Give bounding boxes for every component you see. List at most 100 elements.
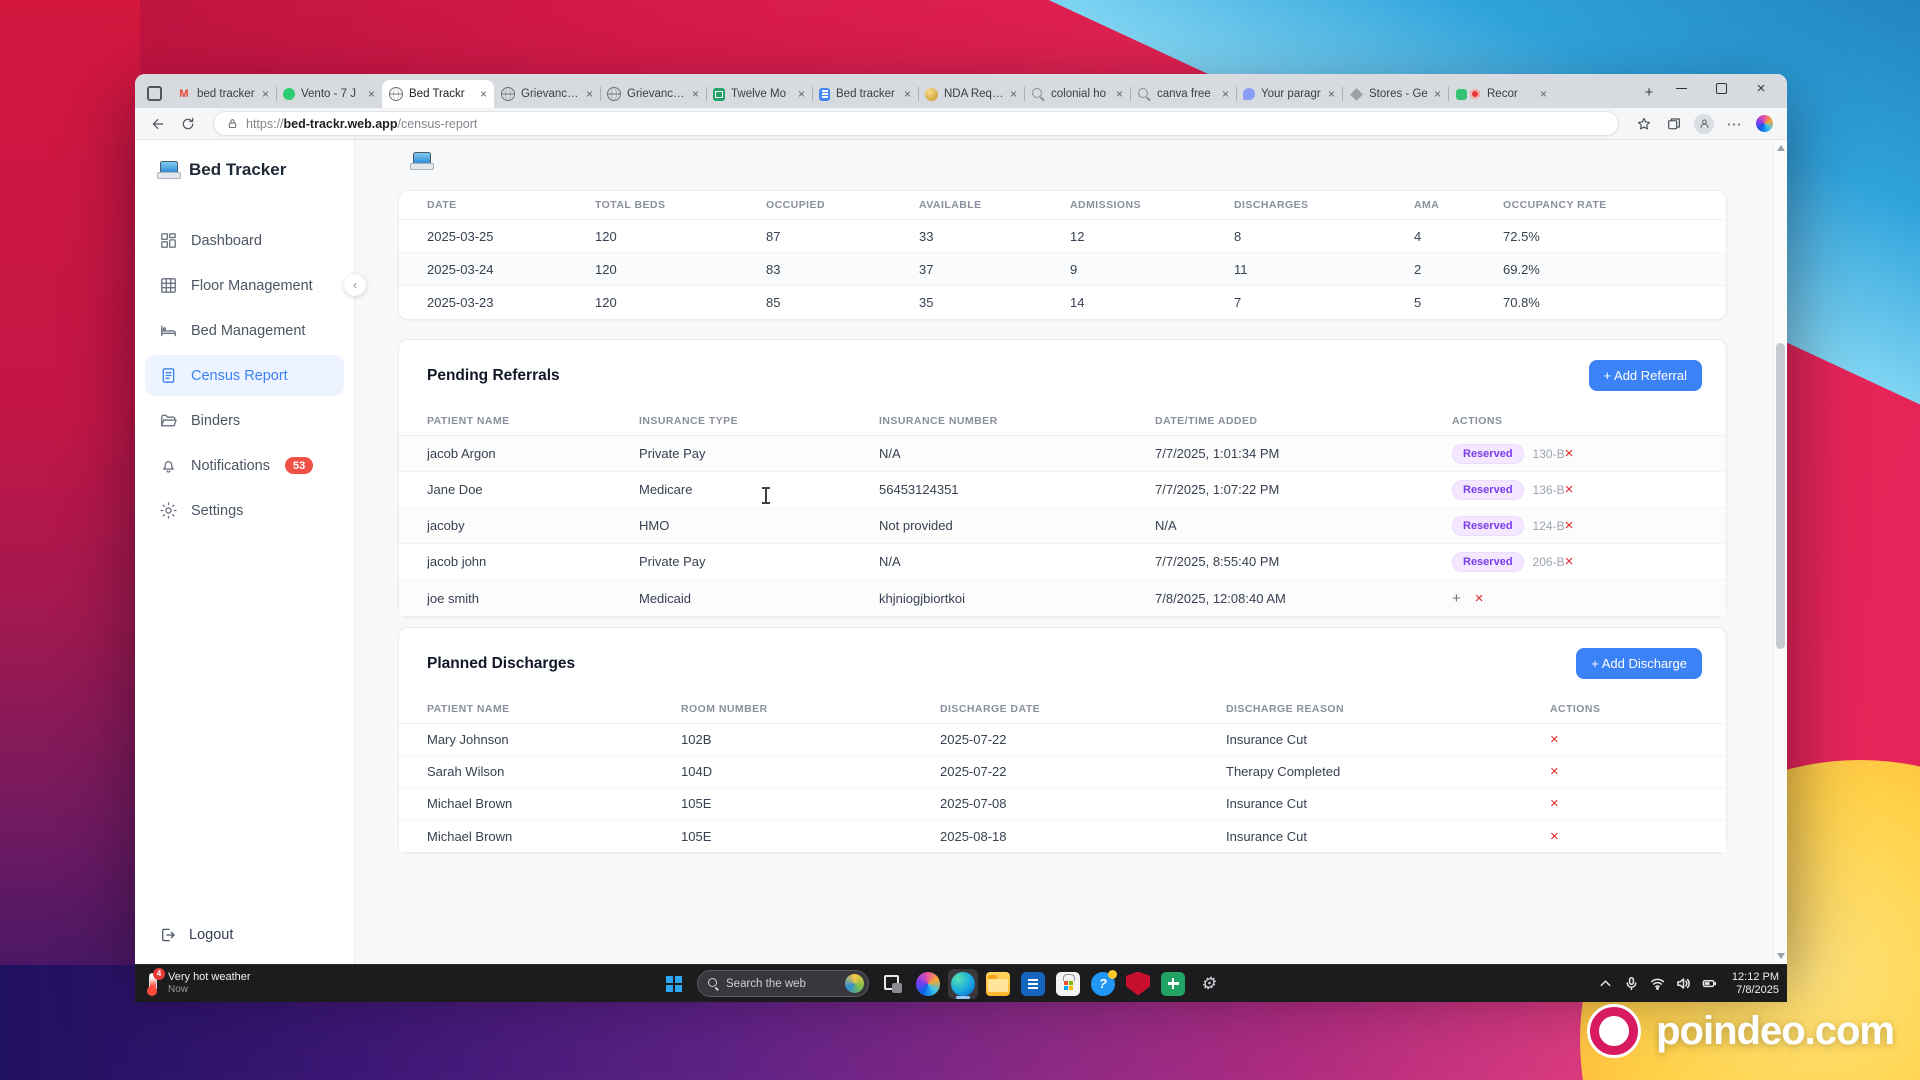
browser-tab[interactable]: canva free [1130,80,1236,108]
tab-close-icon[interactable] [480,88,487,100]
remove-icon[interactable] [1565,518,1574,533]
tab-close-icon[interactable] [586,88,593,100]
main-area: DATE TOTAL BEDS OCCUPIED AVAILABLE ADMISSION… [355,140,1787,964]
page-scrollbar[interactable] [1773,140,1787,964]
weather-widget[interactable]: 4 Very hot weather Now [145,965,251,1002]
taskbar-app[interactable] [1193,969,1223,999]
cell-patient-name: Jane Doe [427,482,483,497]
taskbar-app[interactable] [1088,969,1118,999]
collections-icon[interactable] [1661,111,1687,137]
remove-icon[interactable] [1565,554,1574,569]
sidebar-item-label: Floor Management [191,277,313,294]
browser-tab[interactable]: NDA Reque [918,80,1024,108]
sidebar-item[interactable]: Floor Management [145,265,344,306]
workspaces-icon[interactable] [147,86,162,101]
sidebar-item[interactable]: Binders [145,400,344,441]
add-referral-button[interactable]: + Add Referral [1588,360,1702,391]
tab-close-icon[interactable] [798,88,805,100]
scroll-down-icon[interactable] [1777,953,1785,959]
column-header: ROOM NUMBER [681,703,768,715]
tab-close-icon[interactable] [1540,88,1547,100]
remove-icon[interactable] [1550,796,1559,811]
hidden-icons-chevron[interactable] [1598,976,1613,991]
taskbar-search[interactable]: Search the web [697,970,869,997]
taskbar-app-icon [1126,971,1150,996]
table-row: Sarah Wilson 104D 2025-07-22 Therapy Com… [399,756,1726,788]
tab-close-icon[interactable] [1010,88,1017,100]
back-button[interactable] [145,111,171,137]
sidebar-item[interactable]: Notifications 53 [145,445,344,486]
column-header: DATE [427,199,457,211]
taskbar-clock[interactable]: 12:12 PM 7/8/2025 [1732,971,1779,997]
taskbar-app[interactable] [948,968,978,999]
browser-tab[interactable]: Vento - 7 J [276,80,382,108]
tab-close-icon[interactable] [1116,88,1123,100]
sidebar-collapse-button[interactable] [344,274,366,296]
browser-tab[interactable]: colonial ho [1024,80,1130,108]
refresh-button[interactable] [175,111,201,137]
sidebar-item[interactable]: Dashboard [145,220,344,261]
more-menu-icon[interactable] [1721,111,1747,137]
browser-tab[interactable]: Your paragr [1236,80,1342,108]
address-bar[interactable]: https://bed-trackr.web.app/census-report [213,111,1619,136]
tab-label: Grievance F [521,88,580,100]
browser-tab[interactable]: Bed tracker [812,80,918,108]
add-discharge-button[interactable]: + Add Discharge [1576,648,1702,679]
logout-button[interactable]: Logout [159,926,233,944]
discharges-table-body: Mary Johnson 102B 2025-07-22 Insurance C… [399,724,1726,852]
app-logo-icon [157,160,181,180]
taskbar-app[interactable] [1053,969,1083,999]
browser-tab[interactable]: Grievance F [494,80,600,108]
taskbar-app[interactable] [1018,969,1048,999]
browser-tab[interactable]: bed tracker [170,80,276,108]
taskbar-app[interactable] [1123,969,1153,999]
browser-tab[interactable]: Bed Trackr [382,80,494,108]
microphone-icon[interactable] [1624,976,1639,991]
wifi-icon[interactable] [1650,976,1665,991]
sidebar-item[interactable]: Bed Management [145,310,344,351]
cell-available: 35 [919,295,934,310]
tab-close-icon[interactable] [1434,88,1441,100]
sidebar-item[interactable]: Census Report [145,355,344,396]
scroll-up-icon[interactable] [1777,145,1785,151]
cell-occupancy-rate: 70.8% [1503,295,1540,310]
volume-icon[interactable] [1676,976,1691,991]
tab-label: Twelve Mo [731,88,786,100]
start-button[interactable] [666,975,682,992]
remove-icon[interactable] [1550,829,1559,844]
battery-icon[interactable] [1702,976,1717,991]
browser-tab[interactable]: Twelve Mo [706,80,812,108]
cell-available: 33 [919,228,934,244]
profile-avatar[interactable] [1691,111,1717,137]
search-highlight-icon[interactable] [845,974,864,993]
tab-close-icon[interactable] [368,88,375,100]
remove-icon[interactable] [1475,591,1484,606]
remove-icon[interactable] [1550,732,1559,747]
tab-close-icon[interactable] [1328,88,1335,100]
taskbar-app[interactable] [983,969,1013,999]
tab-close-icon[interactable] [262,88,269,100]
remove-icon[interactable] [1550,764,1559,779]
tab-close-icon[interactable] [1222,88,1229,100]
tab-close-icon[interactable] [692,88,699,100]
browser-tab[interactable]: Stores - Ge [1342,80,1448,108]
taskbar-app[interactable] [1158,969,1188,999]
tab-label: Bed tracker [836,88,895,100]
copilot-icon[interactable] [1751,111,1777,137]
remove-icon[interactable] [1565,446,1574,461]
taskbar-app[interactable] [913,969,943,999]
new-tab-button[interactable]: + [1644,83,1654,101]
search-icon [708,978,719,989]
scrollbar-thumb[interactable] [1776,343,1785,649]
sidebar-item[interactable]: Settings [145,490,344,531]
taskbar-app[interactable] [878,969,908,999]
close-button[interactable] [1741,74,1781,102]
browser-tab[interactable]: Grievance F [600,80,706,108]
tab-close-icon[interactable] [904,88,911,100]
browser-tab[interactable]: Recor [1448,80,1554,108]
minimize-button[interactable] [1661,74,1701,102]
favorites-star-icon[interactable] [1631,111,1657,137]
assign-bed-icon[interactable]: + [1452,589,1461,607]
maximize-button[interactable] [1701,74,1741,102]
remove-icon[interactable] [1565,482,1574,497]
